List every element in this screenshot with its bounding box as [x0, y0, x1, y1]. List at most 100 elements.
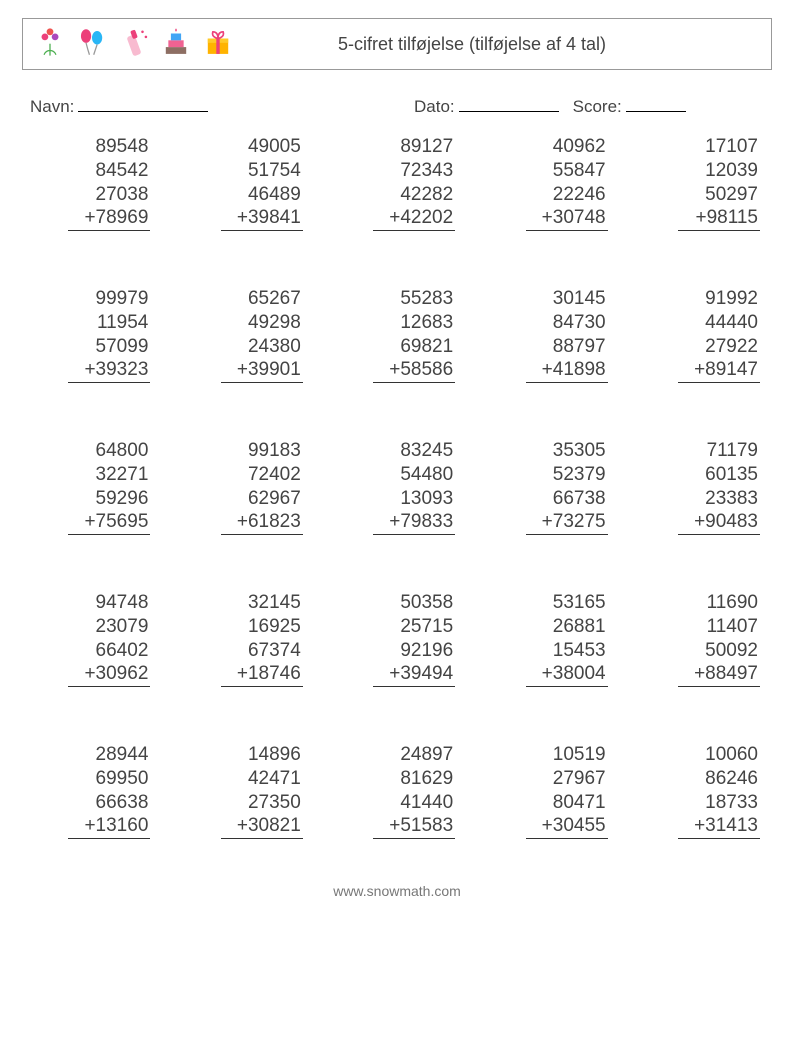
problem: 648003227159296+75695 [34, 439, 150, 549]
problem: 711796013523383+90483 [644, 439, 760, 549]
addend: 12039 [705, 159, 760, 183]
addend: 83245 [400, 439, 455, 463]
addend-last: +38004 [526, 662, 608, 687]
bouquet-icon [33, 25, 67, 64]
addend: 59296 [96, 487, 151, 511]
name-label: Navn: [30, 97, 74, 117]
addend: 11407 [707, 615, 760, 639]
problem: 895488454227038+78969 [34, 135, 150, 245]
gift-icon [201, 25, 235, 64]
addend: 89548 [96, 135, 151, 159]
worksheet: 5-cifret tilføjelse (tilføjelse af 4 tal… [0, 0, 794, 1053]
date-blank[interactable] [459, 94, 559, 112]
problem: 503582571592196+39494 [339, 591, 455, 701]
addend: 27922 [705, 335, 760, 359]
problem: 652674929824380+39901 [186, 287, 302, 397]
cake-icon [159, 25, 193, 64]
addend-last: +78969 [68, 206, 150, 231]
date-field: Dato: [414, 94, 559, 117]
addend-last: +90483 [678, 510, 760, 535]
addend: 18733 [705, 791, 760, 815]
addend: 62967 [248, 487, 303, 511]
addend: 52379 [553, 463, 608, 487]
addend: 42282 [400, 183, 455, 207]
problem: 999791195457099+39323 [34, 287, 150, 397]
addend: 23079 [96, 615, 151, 639]
addend-last: +58586 [373, 358, 455, 383]
addend: 55283 [400, 287, 455, 311]
addend: 46489 [248, 183, 303, 207]
addend: 49005 [248, 135, 303, 159]
addend: 84542 [96, 159, 151, 183]
addend: 53165 [553, 591, 608, 615]
name-field: Navn: [30, 94, 400, 117]
addend: 72402 [248, 463, 303, 487]
problem: 531652688115453+38004 [491, 591, 607, 701]
addend: 50297 [705, 183, 760, 207]
problem: 409625584722246+30748 [491, 135, 607, 245]
addend-last: +51583 [373, 814, 455, 839]
addend: 11954 [97, 311, 150, 335]
addend-last: +39841 [221, 206, 303, 231]
name-blank[interactable] [78, 94, 208, 112]
problems-grid: 895488454227038+78969 490055175446489+398… [22, 131, 772, 853]
problem: 552831268369821+58586 [339, 287, 455, 397]
problem: 105192796780471+30455 [491, 743, 607, 853]
addend: 99183 [248, 439, 303, 463]
addend-last: +39901 [221, 358, 303, 383]
addend: 27967 [553, 767, 608, 791]
addend-last: +30455 [526, 814, 608, 839]
addend: 49298 [248, 311, 303, 335]
addend: 89127 [400, 135, 455, 159]
addend: 81629 [400, 767, 455, 791]
addend: 15453 [553, 639, 608, 663]
addend-last: +88497 [678, 662, 760, 687]
addend: 26881 [553, 615, 608, 639]
addend-last: +41898 [526, 358, 608, 383]
addend: 22246 [553, 183, 608, 207]
addend: 50358 [400, 591, 455, 615]
addend: 54480 [400, 463, 455, 487]
addend: 66638 [96, 791, 151, 815]
addend: 60135 [705, 463, 760, 487]
addend: 13093 [400, 487, 455, 511]
problem: 321451692567374+18746 [186, 591, 302, 701]
problem: 891277234342282+42202 [339, 135, 455, 245]
addend: 10519 [553, 743, 608, 767]
addend-last: +30821 [221, 814, 303, 839]
addend: 91992 [705, 287, 760, 311]
score-field: Score: [573, 94, 686, 117]
addend: 12683 [400, 311, 455, 335]
addend-last: +18746 [221, 662, 303, 687]
addend: 99979 [96, 287, 151, 311]
champagne-icon [117, 25, 151, 64]
problem: 301458473088797+41898 [491, 287, 607, 397]
addend: 10060 [705, 743, 760, 767]
problem: 490055175446489+39841 [186, 135, 302, 245]
addend: 30145 [553, 287, 608, 311]
addend-last: +13160 [68, 814, 150, 839]
addend: 27350 [248, 791, 303, 815]
addend: 17107 [705, 135, 760, 159]
addend: 67374 [248, 639, 303, 663]
problem: 248978162941440+51583 [339, 743, 455, 853]
addend: 41440 [400, 791, 455, 815]
addend: 28944 [96, 743, 151, 767]
addend-last: +42202 [373, 206, 455, 231]
addend: 32271 [96, 463, 151, 487]
addend: 11690 [707, 591, 760, 615]
addend: 66738 [553, 487, 608, 511]
balloons-icon [75, 25, 109, 64]
addend: 24897 [400, 743, 455, 767]
addend: 84730 [553, 311, 608, 335]
addend-last: +79833 [373, 510, 455, 535]
score-blank[interactable] [626, 94, 686, 112]
addend: 16925 [248, 615, 303, 639]
addend: 88797 [553, 335, 608, 359]
addend-last: +98115 [678, 206, 760, 231]
addend: 72343 [400, 159, 455, 183]
addend: 40962 [553, 135, 608, 159]
addend: 25715 [400, 615, 455, 639]
problem: 171071203950297+98115 [644, 135, 760, 245]
meta-row: Navn: Dato: Score: [30, 94, 772, 117]
